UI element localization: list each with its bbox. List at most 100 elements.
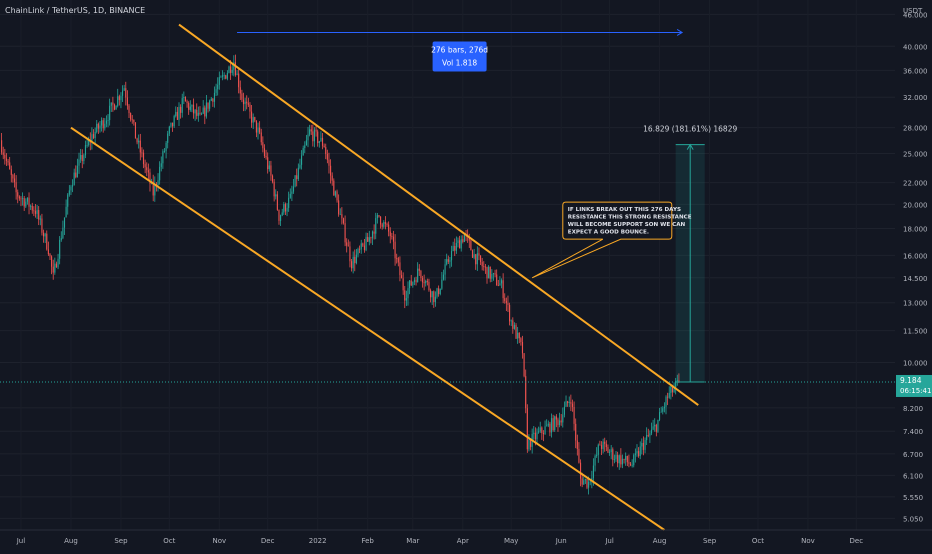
candle-body	[491, 273, 493, 279]
price-tick-label: 40.000	[903, 43, 928, 51]
candle-body	[612, 449, 614, 460]
candle-body	[409, 280, 411, 289]
candle-body	[538, 431, 540, 433]
candle-body	[1, 140, 3, 153]
candle-body	[352, 256, 354, 269]
candle-body	[101, 120, 103, 126]
candle-body	[489, 266, 491, 279]
candle-body	[428, 281, 430, 291]
candle-body	[438, 288, 440, 295]
candle-body	[378, 215, 380, 217]
candle-body	[130, 113, 132, 120]
candle-body	[104, 123, 106, 129]
candle-body	[417, 268, 419, 283]
candle-body	[544, 426, 546, 435]
candle-body	[678, 380, 680, 382]
candle-body	[636, 451, 638, 454]
candle-body	[644, 440, 646, 450]
candle-body	[4, 154, 6, 159]
candle-body	[109, 105, 111, 121]
price-tick-label: 16.000	[903, 252, 928, 260]
candle-body	[83, 155, 85, 161]
candle-body	[159, 166, 161, 181]
candle-body	[657, 419, 659, 432]
candle-body	[515, 325, 517, 339]
candle-body	[102, 120, 104, 129]
channel-upper-line[interactable]	[178, 23, 699, 406]
candle-body	[2, 152, 4, 155]
candle-body	[550, 418, 553, 433]
price-axis[interactable]: USDT 46.000 40.000 36.000 32.000 28.000 25.00…	[896, 0, 932, 550]
candle-body	[278, 209, 280, 221]
candle-body	[57, 258, 59, 268]
candle-body	[134, 122, 137, 139]
candle-body	[418, 268, 420, 271]
candle-body	[73, 172, 75, 186]
candle-body	[70, 186, 72, 191]
candle-body	[88, 140, 90, 146]
candle-body	[65, 206, 67, 218]
callout-annotation[interactable]: IF LINKS BREAK OUT THIS 276 DAYS RESISTA…	[531, 201, 692, 279]
candle-body	[668, 392, 670, 398]
candle-body	[339, 214, 341, 216]
candle-body	[123, 88, 125, 91]
channel-lower-line[interactable]	[70, 126, 665, 531]
date-range-label-box	[432, 41, 487, 72]
candle-body	[141, 152, 143, 154]
candle-body	[463, 234, 465, 242]
callout-text-line: EXPECT A GOOD BOUNCE.	[568, 230, 649, 236]
candle-body	[30, 205, 32, 207]
time-tick-label: May	[504, 537, 518, 545]
candle-body	[170, 122, 172, 127]
time-tick-label: Sep	[114, 537, 128, 545]
time-tick-label: Aug	[653, 537, 667, 545]
callout-box	[531, 201, 673, 279]
candle-body	[12, 174, 14, 179]
candle-body	[115, 105, 117, 110]
time-tick-label: Jun	[555, 537, 567, 545]
candle-body	[634, 453, 636, 455]
target-tool[interactable]: 16.829 (181.61%) 16829	[643, 125, 737, 383]
candle-body	[273, 181, 275, 197]
candle-body	[492, 273, 495, 275]
candle-body	[415, 279, 417, 283]
candle-body	[446, 259, 448, 265]
candle-body	[513, 325, 515, 329]
candle-body	[317, 131, 319, 144]
candle-body	[436, 288, 438, 297]
candle-body	[497, 285, 499, 286]
candle-body	[646, 435, 648, 441]
candle-body	[59, 239, 61, 259]
candle-body	[562, 414, 564, 423]
candle-body	[484, 266, 486, 268]
candle-body	[233, 62, 235, 70]
time-tick-label: Dec	[261, 537, 275, 545]
candle-body	[331, 175, 333, 181]
candle-body	[613, 459, 615, 461]
candle-body	[470, 240, 472, 251]
time-tick-label: Aug	[64, 537, 78, 545]
candle-body	[500, 280, 503, 284]
candle-body	[510, 320, 512, 322]
candle-body	[210, 98, 212, 101]
candle-body	[160, 163, 162, 167]
candle-body	[78, 159, 80, 166]
candle-body	[297, 167, 299, 180]
price-axis-background	[896, 0, 932, 550]
candle-body	[309, 129, 311, 135]
time-axis[interactable]: Jul Aug Sep Oct Nov Dec 2022 Feb Mar Apr May Jun Jul…	[0, 529, 932, 545]
candle-body	[328, 159, 330, 166]
candle-body	[17, 192, 19, 197]
date-range-tool[interactable]: 276 bars, 276d Vol 1.818	[237, 29, 684, 72]
candle-body	[541, 427, 543, 433]
candle-body	[310, 129, 312, 132]
candle-body	[502, 280, 504, 299]
candle-body	[631, 465, 633, 467]
candle-body	[181, 98, 183, 113]
candle-body	[359, 248, 361, 250]
candle-body	[449, 260, 451, 262]
candle-body	[586, 479, 588, 488]
candle-body	[84, 145, 87, 156]
time-tick-label: Jul	[16, 537, 26, 545]
